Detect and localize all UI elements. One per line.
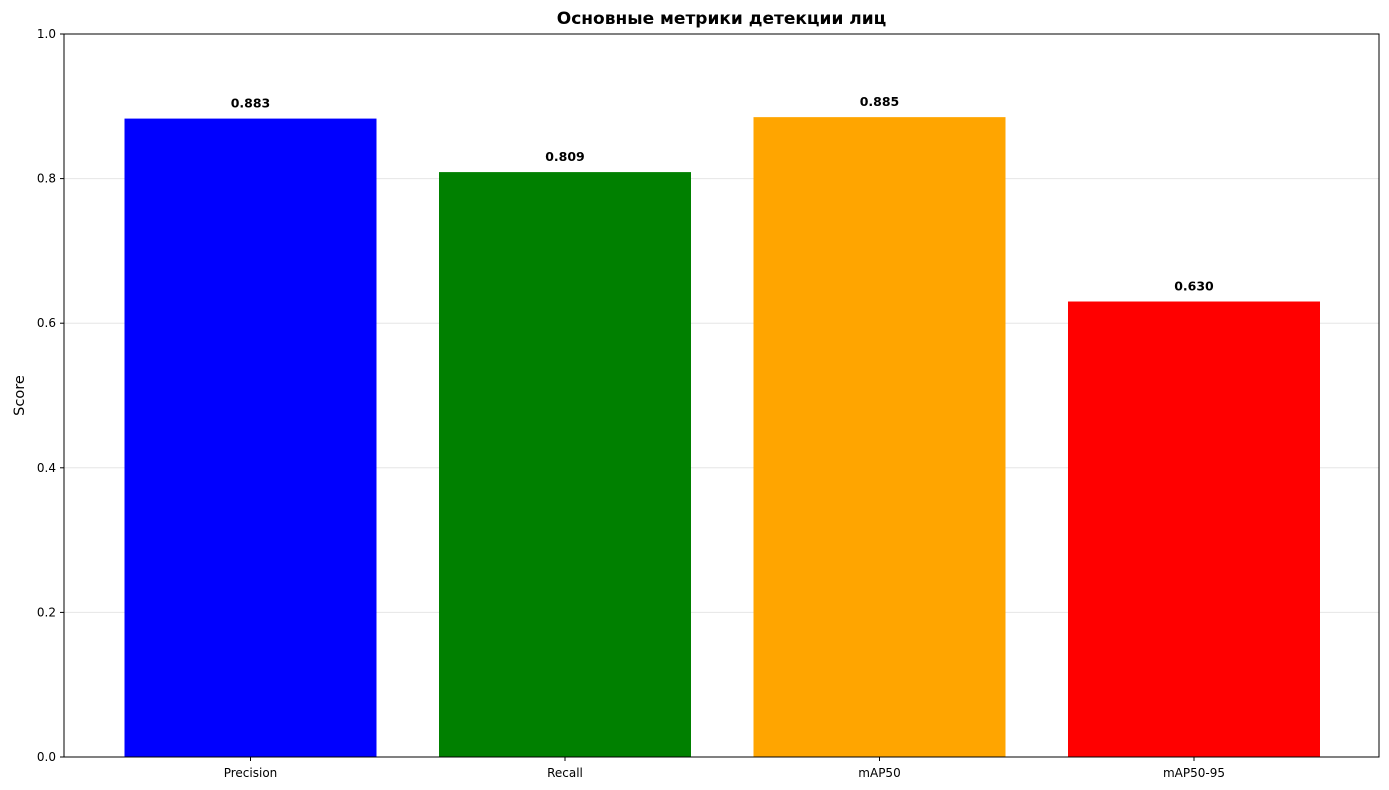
data-label-map50-95: 0.630	[1174, 279, 1214, 294]
x-tick-label-map50: mAP50	[858, 766, 900, 780]
y-tick-label: 0.2	[37, 605, 56, 619]
axes: 0.0 0.2 0.4 0.6 0.8 1.0 Precision Recall mAP50 mA…	[37, 27, 1225, 780]
y-axis-label: Score	[12, 375, 28, 416]
y-tick-label: 0.4	[37, 461, 56, 475]
x-tick-label-map50-95: mAP50-95	[1163, 766, 1225, 780]
y-tick-label: 0.0	[37, 750, 56, 764]
data-label-map50: 0.885	[860, 94, 900, 109]
bar-recall	[439, 172, 691, 757]
y-tick-label: 0.6	[37, 316, 56, 330]
bars	[124, 117, 1320, 757]
y-tick-label: 0.8	[37, 172, 56, 186]
chart-title: Основные метрики детекции лиц	[557, 9, 887, 29]
plot-frame	[63, 33, 1380, 758]
data-label-precision: 0.883	[231, 96, 271, 111]
y-tick-label: 1.0	[37, 27, 56, 41]
x-tick-label-recall: Recall	[547, 766, 583, 780]
bar-precision	[124, 118, 377, 757]
data-label-recall: 0.809	[545, 149, 585, 164]
data-labels: 0.883 0.809 0.885 0.630	[231, 94, 1214, 293]
bar-map50-95	[1068, 301, 1320, 757]
bar-map50	[753, 117, 1006, 757]
x-tick-label-precision: Precision	[224, 766, 278, 780]
